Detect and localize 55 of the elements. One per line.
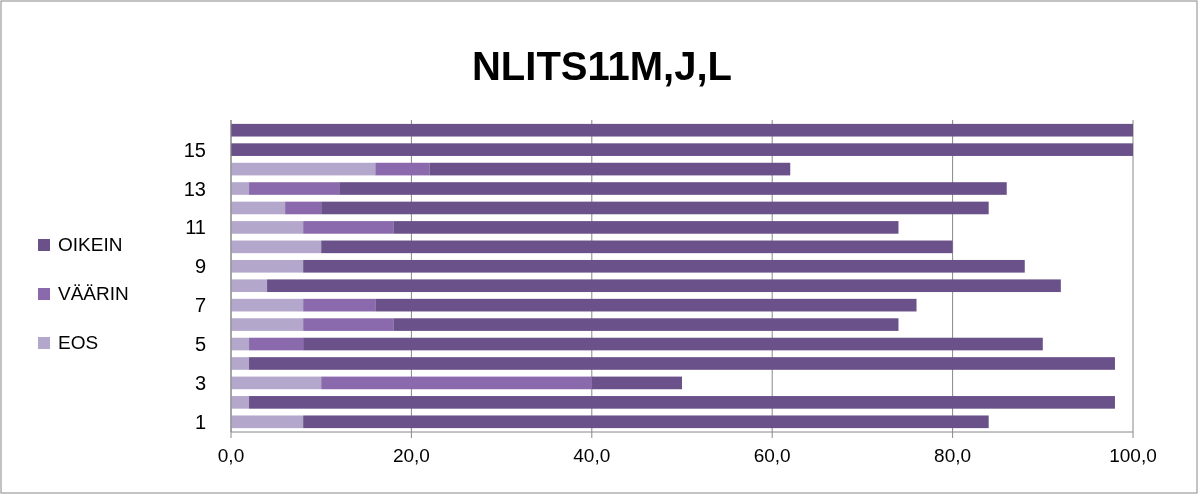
y-tick-label: 7: [194, 294, 206, 317]
bar: [339, 182, 1007, 195]
x-tick-label: 40,0: [573, 445, 611, 466]
bar: [267, 279, 1061, 293]
x-tick-label: 20,0: [392, 445, 430, 466]
bar: [231, 318, 304, 331]
legend-label: EOS: [58, 332, 99, 353]
bar: [375, 162, 430, 176]
bar: [321, 201, 989, 215]
bar: [231, 357, 250, 370]
bar: [303, 221, 394, 234]
legend-label: VÄÄRIN: [58, 283, 129, 304]
legend-label: OIKEIN: [58, 234, 123, 255]
bar: [375, 298, 917, 312]
bar: [231, 123, 1133, 137]
chart-title: NLITS11M,J,L: [471, 44, 733, 88]
bar: [321, 376, 592, 390]
bar: [303, 259, 1025, 273]
y-tick-label: 5: [194, 333, 206, 356]
bar: [303, 337, 1043, 351]
bar: [303, 298, 376, 312]
bar: [393, 318, 899, 331]
bar: [249, 396, 1115, 409]
bar: [231, 221, 304, 234]
y-tick-label: 1: [194, 410, 206, 433]
bar: [231, 298, 304, 312]
bar: [303, 318, 394, 331]
y-tick-label: 15: [183, 138, 206, 161]
y-tick-label: 13: [183, 177, 206, 200]
x-tick-label: 100,0: [1109, 445, 1157, 466]
bar: [231, 162, 376, 176]
bar: [249, 357, 1115, 370]
bar: [231, 415, 304, 429]
bar: [249, 182, 340, 195]
bar: [591, 376, 682, 390]
bar: [249, 337, 304, 351]
x-tick-label: 60,0: [753, 445, 791, 466]
y-tick-label: 11: [185, 216, 206, 239]
bar: [231, 376, 322, 390]
bar: [231, 259, 304, 273]
bar: [231, 201, 286, 215]
bar: [231, 279, 268, 293]
bar: [393, 221, 899, 234]
bar: [231, 143, 1133, 156]
bar: [321, 240, 953, 254]
bar: [231, 240, 322, 254]
bar: [303, 415, 989, 429]
x-tick-label: 80,0: [934, 445, 972, 466]
x-tick-label: 0,0: [217, 445, 245, 466]
bar: [231, 396, 250, 409]
bar: [429, 162, 791, 176]
bar: [285, 201, 322, 215]
bar: [231, 182, 250, 195]
y-tick-label: 9: [194, 255, 206, 278]
y-tick-label: 3: [194, 371, 206, 394]
